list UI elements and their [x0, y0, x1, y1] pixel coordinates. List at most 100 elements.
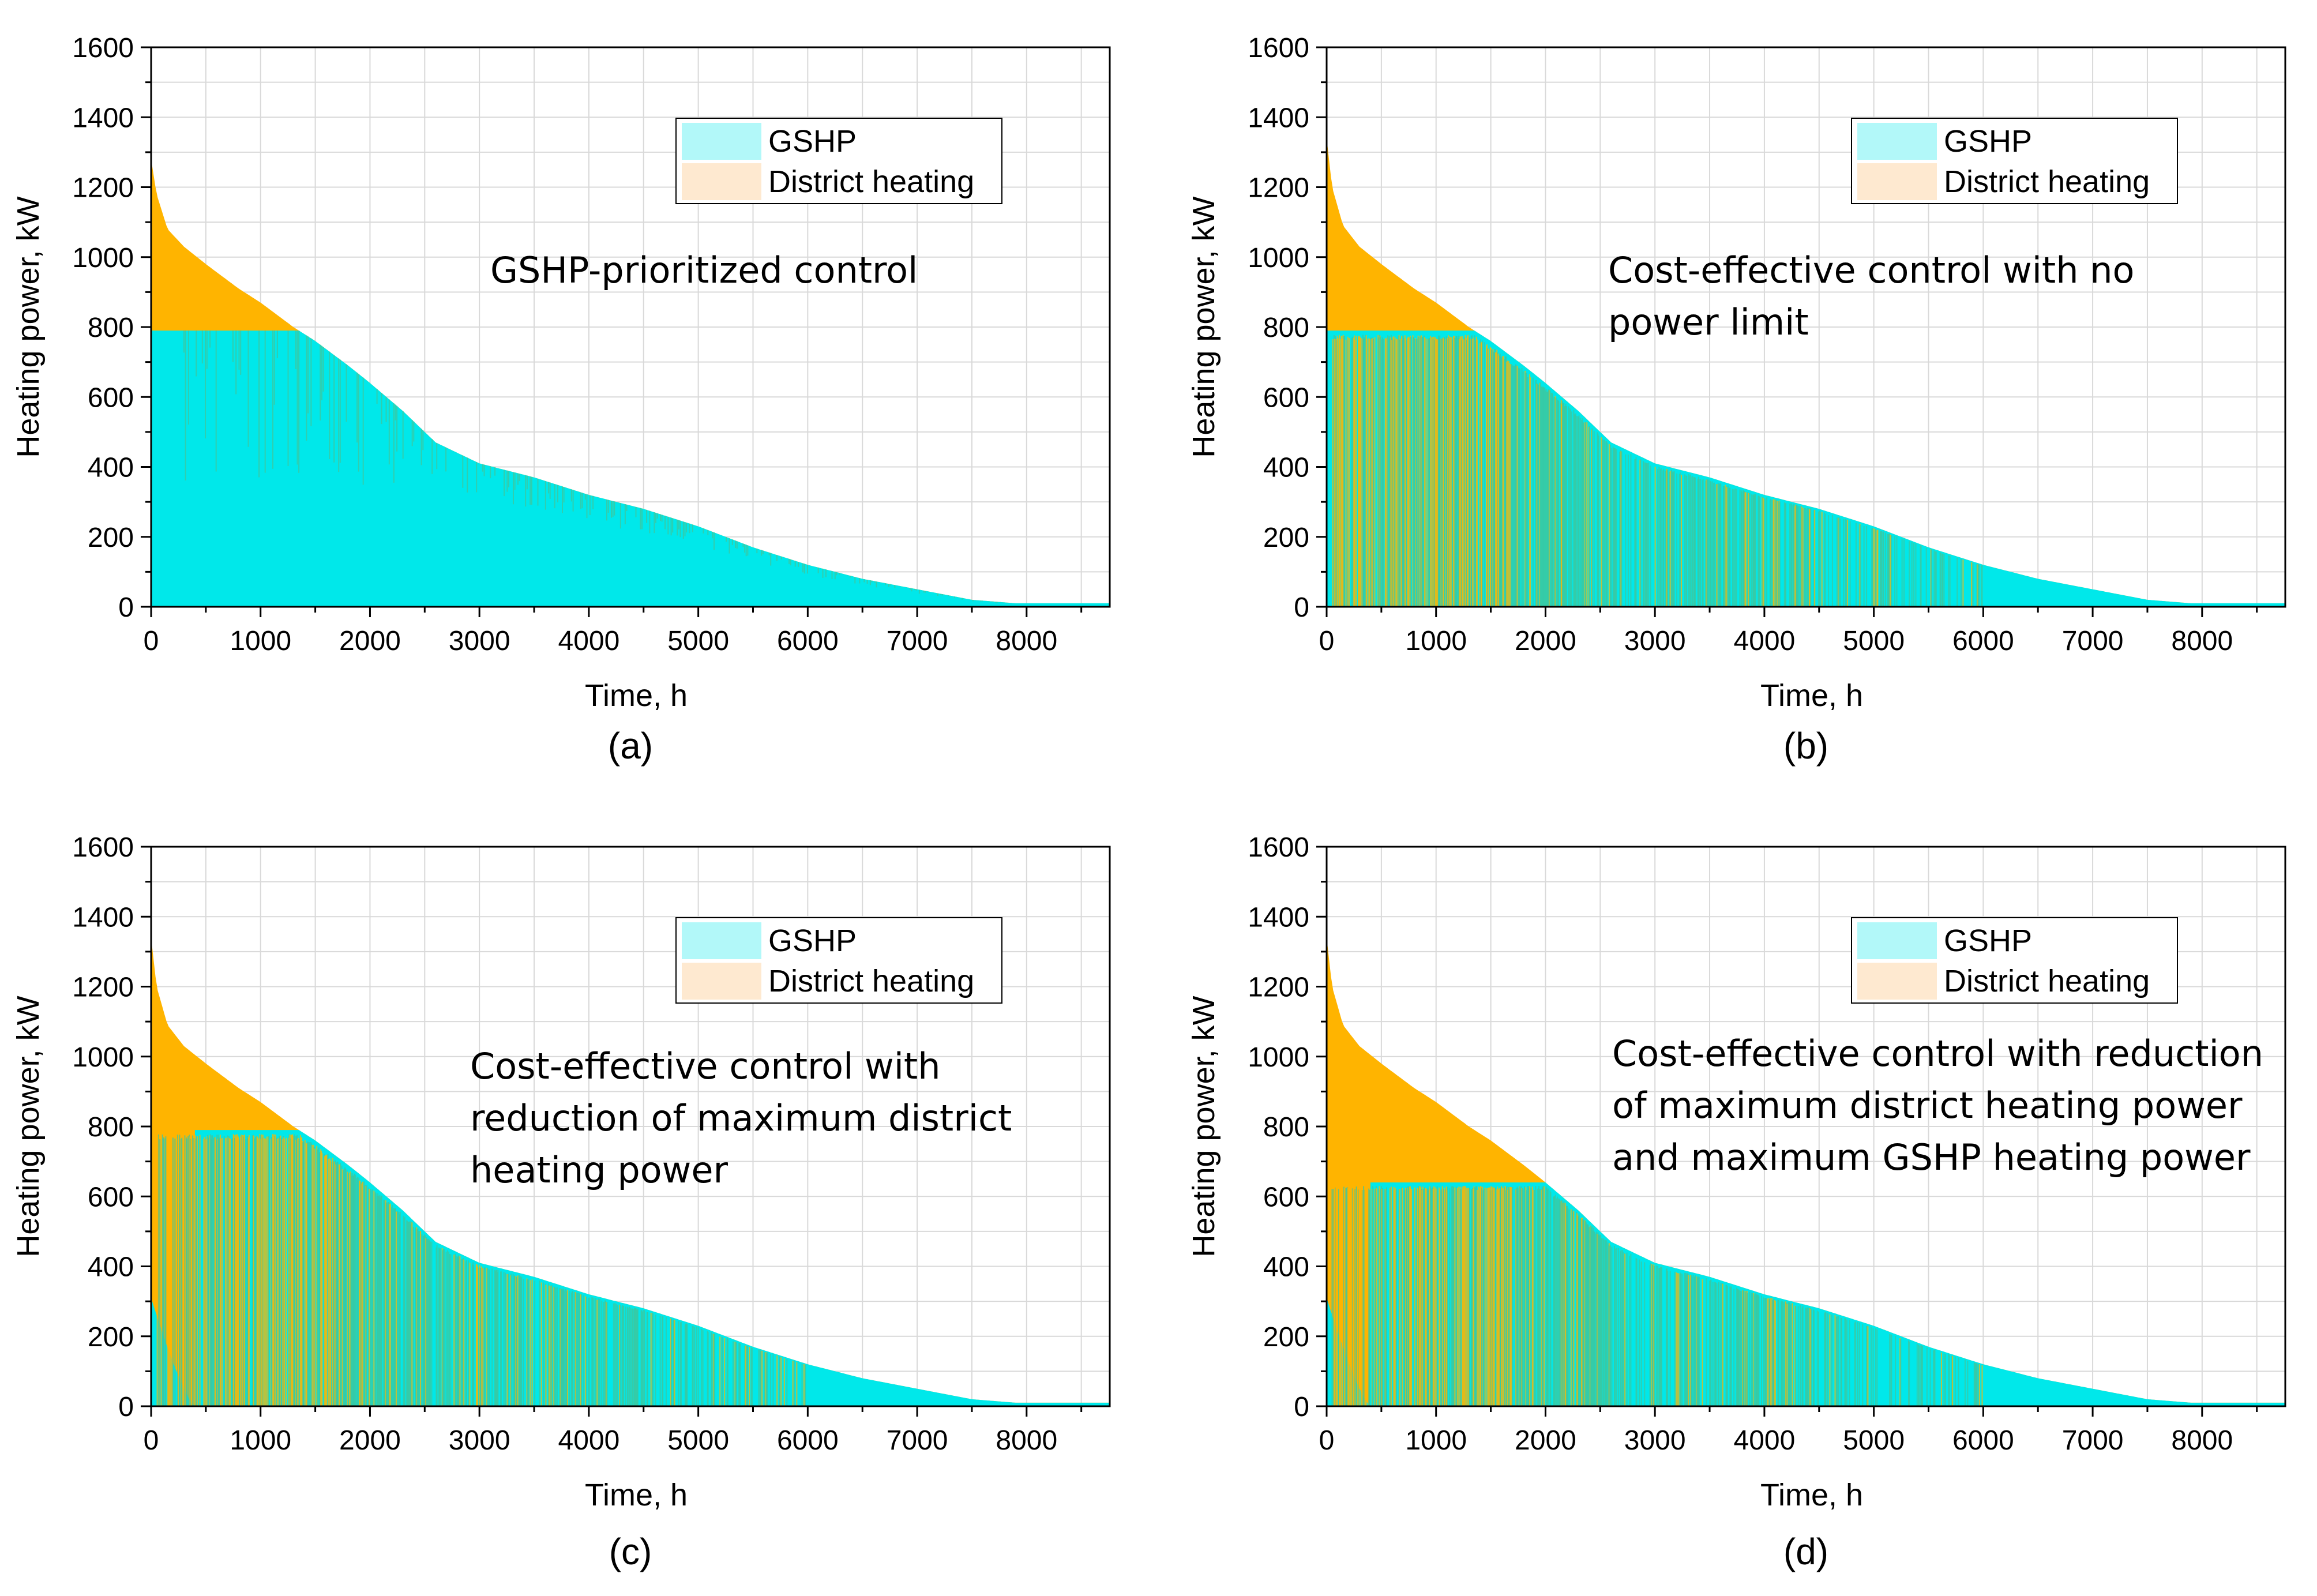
x-axis: 0 1000 2000 3000 4000 5000 6000 7000 8000 — [144, 607, 1083, 656]
y-tick-label: 1000 — [1248, 1042, 1309, 1073]
x-tick-label: 0 — [1319, 626, 1335, 656]
chart-panel-d: 0 1000 2000 3000 4000 5000 6000 7000 8000 0 200 400… — [1186, 832, 2286, 1572]
y-tick-label: 1600 — [1248, 832, 1309, 863]
panel-label: (b) — [1783, 725, 1828, 767]
legend-label-district-heating: District heating — [1944, 164, 2150, 199]
switching-stripes — [1332, 335, 1983, 607]
annotation-line: of maximum district heating power — [1612, 1084, 2243, 1126]
y-tick-label: 200 — [88, 523, 134, 553]
y-tick-label: 0 — [118, 592, 134, 623]
chart-panel-b: 0 1000 2000 3000 4000 5000 6000 7000 8000 0 200 400… — [1186, 33, 2286, 767]
y-tick-label: 1600 — [72, 832, 134, 863]
x-axis-title: Time, h — [585, 1478, 688, 1512]
x-tick-label: 7000 — [887, 626, 948, 656]
y-tick-label: 600 — [1263, 1182, 1309, 1212]
x-tick-label: 6000 — [777, 1425, 839, 1456]
y-tick-label: 1400 — [1248, 902, 1309, 933]
y-tick-label: 400 — [88, 453, 134, 483]
switching-stripes — [156, 1134, 806, 1406]
y-tick-label: 600 — [1263, 382, 1309, 413]
annotation-line: reduction of maximum district — [470, 1097, 1012, 1139]
y-tick-label: 1200 — [1248, 972, 1309, 1003]
legend-swatch-district-heating — [1857, 163, 1937, 200]
y-tick-label: 1200 — [1248, 173, 1309, 204]
legend-swatch-gshp — [682, 123, 761, 160]
switching-stripes — [183, 331, 1001, 603]
legend: GSHP District heating — [1851, 917, 2178, 1004]
x-tick-label: 3000 — [449, 626, 510, 656]
y-axis: 0 200 400 600 800 1000 1200 1400 1600 — [72, 832, 151, 1422]
panel-label: (c) — [609, 1531, 652, 1572]
x-tick-label: 2000 — [339, 1425, 401, 1456]
x-tick-label: 0 — [144, 626, 159, 656]
y-tick-label: 0 — [1294, 1392, 1309, 1422]
y-axis: 0 200 400 600 800 1000 1200 1400 1600 — [72, 33, 151, 623]
y-tick-label: 0 — [1294, 592, 1309, 623]
x-tick-label: 2000 — [1515, 1425, 1576, 1456]
x-tick-label: 8000 — [996, 1425, 1057, 1456]
annotation-line: Cost-effective control with no — [1608, 249, 2134, 291]
y-tick-label: 1000 — [1248, 243, 1309, 273]
y-tick-label: 1400 — [72, 103, 134, 133]
x-tick-label: 7000 — [2062, 626, 2124, 656]
x-tick-label: 5000 — [667, 626, 729, 656]
y-tick-label: 1200 — [72, 972, 134, 1003]
y-tick-label: 1000 — [72, 243, 134, 273]
x-tick-label: 8000 — [2171, 626, 2233, 656]
y-axis-title: Heating power, kW — [11, 996, 46, 1257]
x-tick-label: 3000 — [1624, 626, 1686, 656]
y-axis: 0 200 400 600 800 1000 1200 1400 1600 — [1248, 33, 1327, 623]
y-tick-label: 1400 — [72, 902, 134, 933]
y-tick-label: 600 — [88, 1182, 134, 1212]
x-tick-label: 1000 — [230, 1425, 291, 1456]
x-tick-label: 8000 — [2171, 1425, 2233, 1456]
x-tick-label: 2000 — [339, 626, 401, 656]
annotation-line: GSHP-prioritized control — [490, 249, 918, 291]
x-axis: 0 1000 2000 3000 4000 5000 6000 7000 8000 — [144, 1406, 1083, 1456]
y-axis-title: Heating power, kW — [11, 196, 46, 457]
y-tick-label: 400 — [88, 1252, 134, 1283]
x-tick-label: 5000 — [1843, 1425, 1905, 1456]
annotation-line: and maximum GSHP heating power — [1612, 1136, 2251, 1178]
legend-swatch-gshp — [682, 922, 761, 959]
x-tick-label: 7000 — [2062, 1425, 2124, 1456]
y-tick-label: 800 — [88, 313, 134, 343]
legend-label-gshp: GSHP — [1944, 124, 2032, 159]
legend-label-district-heating: District heating — [1944, 964, 2150, 998]
y-tick-label: 1200 — [72, 173, 134, 204]
y-axis-title: Heating power, kW — [1186, 996, 1221, 1257]
y-tick-label: 400 — [1263, 453, 1309, 483]
y-tick-label: 1400 — [1248, 103, 1309, 133]
x-tick-label: 6000 — [1952, 626, 2014, 656]
legend: GSHP District heating — [675, 118, 1002, 204]
y-tick-label: 800 — [1263, 1112, 1309, 1143]
x-axis: 0 1000 2000 3000 4000 5000 6000 7000 8000 — [1319, 1406, 2258, 1456]
x-axis: 0 1000 2000 3000 4000 5000 6000 7000 8000 — [1319, 607, 2258, 656]
x-tick-label: 8000 — [996, 626, 1057, 656]
annotation-line: power limit — [1608, 301, 1809, 343]
annotation-line: heating power — [470, 1149, 728, 1191]
legend-swatch-gshp — [1857, 123, 1937, 160]
panel-label: (d) — [1783, 1531, 1828, 1572]
legend-swatch-gshp — [1857, 922, 1937, 959]
x-tick-label: 1000 — [230, 626, 291, 656]
panel-label: (a) — [608, 725, 653, 767]
legend-label-district-heating: District heating — [768, 964, 974, 998]
x-tick-label: 0 — [144, 1425, 159, 1456]
x-tick-label: 5000 — [667, 1425, 729, 1456]
y-tick-label: 200 — [88, 1322, 134, 1353]
x-tick-label: 4000 — [558, 1425, 620, 1456]
switching-stripes — [1331, 1186, 1983, 1406]
x-tick-label: 4000 — [1734, 1425, 1796, 1456]
legend-swatch-district-heating — [1857, 963, 1937, 1000]
y-tick-label: 1000 — [72, 1042, 134, 1073]
y-axis-title: Heating power, kW — [1186, 196, 1221, 457]
annotation-line: Cost-effective control with reduction — [1612, 1032, 2263, 1075]
legend: GSHP District heating — [675, 917, 1002, 1004]
legend-swatch-district-heating — [682, 163, 761, 200]
x-tick-label: 3000 — [449, 1425, 510, 1456]
y-tick-label: 800 — [1263, 313, 1309, 343]
y-tick-label: 1600 — [72, 33, 134, 63]
x-tick-label: 1000 — [1405, 626, 1467, 656]
